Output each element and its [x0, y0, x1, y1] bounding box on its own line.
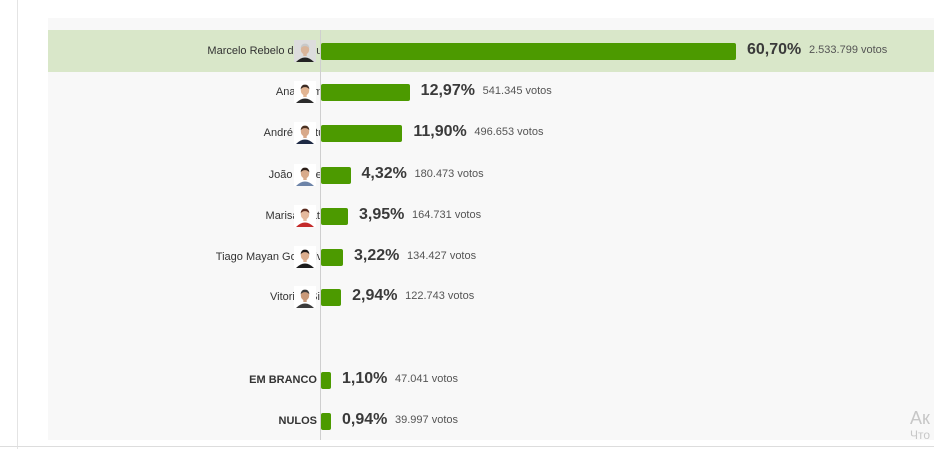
portrait-avatar-icon: [294, 286, 316, 308]
portrait-avatar-icon: [294, 246, 316, 268]
result-bar: [321, 248, 343, 266]
percentage-label: 11,90%: [413, 123, 467, 140]
candidate-row: Tiago Mayan Gonçalves 3,22% 134.427 votos: [48, 237, 934, 277]
votes-count: 496.653 votos: [474, 126, 544, 138]
bar-baseline: [320, 30, 321, 440]
result-bar: [321, 207, 348, 225]
left-divider: [17, 0, 18, 449]
result-bar: [321, 288, 342, 306]
summary-row: NULOS 0,94% 39.997 votos: [48, 401, 934, 441]
result-bar: [321, 83, 410, 101]
summary-row: EM BRANCO 1,10% 47.041 votos: [48, 360, 934, 400]
candidate-row: João Ferreira4,32%180.473 votos: [48, 155, 934, 195]
activation-watermark: Ак Что: [910, 408, 930, 442]
votes-count: 541.345 votos: [482, 85, 552, 97]
candidate-row: Marcelo Rebelo de Sousa 60,70% 2.533.799 v…: [48, 30, 934, 72]
candidate-row: Ana Gomes 12,97% 541.345 votos: [48, 72, 934, 112]
result-bar: [321, 124, 403, 142]
watermark-line2: Что: [910, 428, 931, 442]
percentage-label: 0,94%: [342, 411, 388, 428]
percentage-label: 2,94%: [352, 287, 398, 304]
results-panel: [48, 18, 934, 440]
result-bar: [321, 412, 331, 430]
portrait-avatar-icon: [294, 81, 316, 103]
watermark-line1: Ак: [910, 408, 930, 428]
result-bar: [321, 166, 351, 184]
candidate-row: Vitorino Silva2,94%122.743 votos: [48, 277, 934, 317]
portrait-avatar-icon: [294, 164, 316, 186]
votes-count: 2.533.799 votos: [809, 44, 888, 56]
portrait-avatar-icon: [294, 205, 316, 227]
percentage-label: 4,32%: [361, 165, 407, 182]
votes-count: 164.731 votos: [412, 209, 482, 221]
result-bar: [321, 371, 331, 389]
percentage-label: 3,22%: [354, 247, 400, 264]
portrait-avatar-icon: [294, 122, 316, 144]
summary-label: EM BRANCO: [249, 374, 317, 386]
votes-count: 39.997 votos: [395, 414, 458, 426]
candidate-row: Marisa Matias 3,95% 164.731 votos: [48, 196, 934, 236]
percentage-label: 1,10%: [342, 370, 388, 387]
percentage-label: 3,95%: [359, 206, 405, 223]
portrait-avatar-icon: [294, 40, 316, 62]
percentage-label: 12,97%: [420, 82, 475, 99]
result-bar: [321, 42, 736, 60]
bottom-divider: [0, 446, 934, 447]
votes-count: 134.427 votos: [407, 250, 477, 262]
votes-count: 122.743 votos: [405, 290, 475, 302]
summary-label: NULOS: [278, 415, 318, 427]
candidate-row: André Ventura11,90%496.653 votos: [48, 113, 934, 153]
percentage-label: 60,70%: [747, 41, 802, 58]
votes-count: 47.041 votos: [395, 373, 458, 385]
votes-count: 180.473 votos: [414, 168, 484, 180]
